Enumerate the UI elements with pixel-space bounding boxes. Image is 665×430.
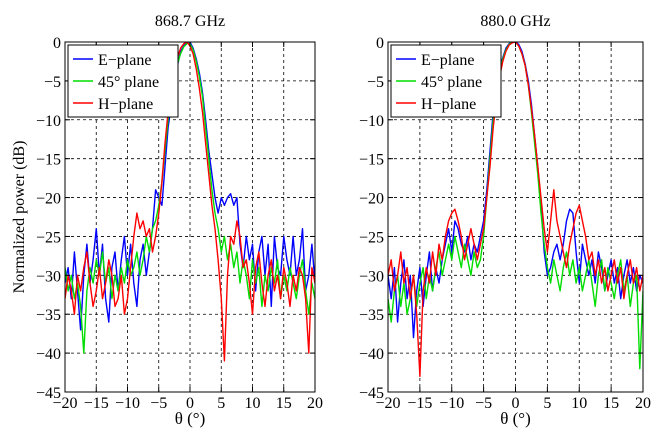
- x-tick-label: 5: [543, 395, 551, 412]
- y-tick-label: −45: [359, 385, 384, 402]
- x-tick-label: 15: [276, 395, 292, 412]
- chart-title: 868.7 GHz: [155, 13, 225, 30]
- x-axis-label: θ (°): [175, 409, 206, 428]
- y-tick-label: −25: [36, 229, 61, 246]
- legend-label-e-plane: E−plane: [421, 52, 474, 69]
- x-tick-label: −20: [52, 395, 77, 412]
- y-tick-label: −30: [36, 268, 61, 285]
- x-axis-label: θ (°): [500, 409, 531, 428]
- y-tick-label: −45: [36, 385, 61, 402]
- series-line-h-plane: [388, 42, 643, 378]
- y-tick-label: −5: [367, 74, 384, 91]
- legend: E−plane 45° plane H−plane: [67, 44, 179, 118]
- x-tick-label: 0: [186, 395, 194, 412]
- y-tick-label: −30: [359, 268, 384, 285]
- x-tick-label: −20: [375, 395, 400, 412]
- legend: E−plane 45° plane H−plane: [390, 44, 502, 118]
- x-tick-label: 5: [217, 395, 225, 412]
- y-tick-label: −5: [44, 74, 61, 91]
- chart-panel-868-7-ghz: −20 −15 −10 −5 0 5 10 15 20 0 −5 −10 −15 −20 −25 −30 −35…: [11, 13, 323, 428]
- x-tick-label: −10: [115, 395, 140, 412]
- y-tick-label: −40: [359, 346, 384, 363]
- legend-label-45-plane: 45° plane: [98, 74, 159, 91]
- x-tick-label: 10: [571, 395, 587, 412]
- y-tick-label: −20: [36, 191, 61, 208]
- y-tick-label: −25: [359, 229, 384, 246]
- legend-label-45-plane: 45° plane: [421, 74, 482, 91]
- y-tick-label: 0: [53, 35, 61, 52]
- legend-label-e-plane: E−plane: [98, 52, 151, 69]
- y-tick-label: −15: [359, 152, 384, 169]
- x-tick-label: 0: [512, 395, 520, 412]
- y-tick-label: −40: [36, 346, 61, 363]
- legend-label-h-plane: H−plane: [421, 96, 476, 113]
- y-tick-label: −35: [359, 307, 384, 324]
- y-tick-label: −20: [359, 191, 384, 208]
- x-tick-label: −5: [475, 395, 492, 412]
- x-tick-label: −15: [84, 395, 109, 412]
- series-group: [388, 42, 643, 378]
- x-tick-label: 10: [245, 395, 261, 412]
- y-tick-label: −35: [36, 307, 61, 324]
- chart-title: 880.0 GHz: [480, 13, 550, 30]
- x-tick-label: 20: [307, 395, 323, 412]
- y-axis-label: Normalized power (dB): [11, 141, 28, 294]
- series-line-e-plane: [65, 42, 315, 331]
- x-tick-label: −10: [439, 395, 464, 412]
- chart-panel-880-0-ghz: −20 −15 −10 −5 0 5 10 15 20 0 −5 −10 −15 −20 −25 −30 −35…: [359, 13, 651, 428]
- series-line-45-plane: [388, 42, 643, 370]
- legend-label-h-plane: H−plane: [98, 96, 153, 113]
- x-tick-label: −5: [150, 395, 167, 412]
- x-tick-label: 20: [635, 395, 651, 412]
- y-tick-label: −10: [359, 113, 384, 130]
- y-tick-label: 0: [376, 35, 384, 52]
- y-tick-label: −15: [36, 152, 61, 169]
- y-tick-label: −10: [36, 113, 61, 130]
- x-tick-label: −15: [407, 395, 432, 412]
- x-tick-label: 15: [603, 395, 619, 412]
